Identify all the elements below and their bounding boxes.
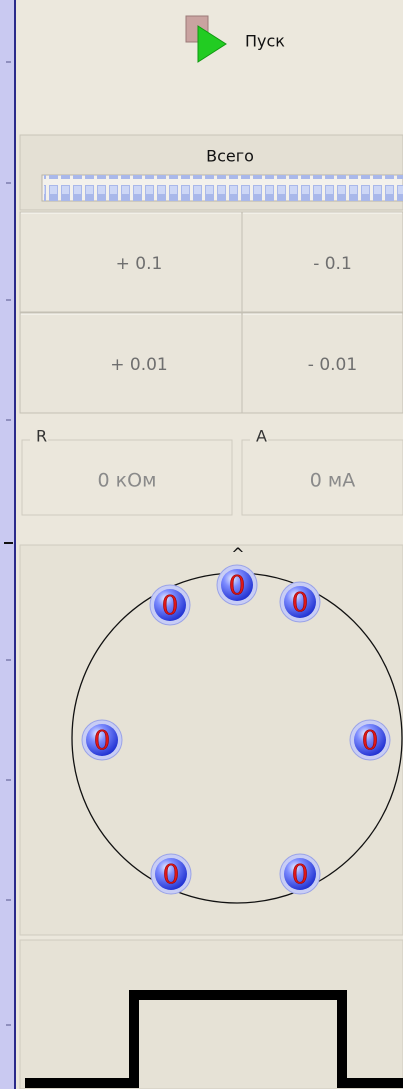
electrode-ball[interactable]: [221, 569, 253, 601]
electrode[interactable]: 0: [150, 853, 192, 895]
start-label[interactable]: Пуск: [245, 32, 285, 51]
electrode-panel: [19, 544, 403, 936]
button-face[interactable]: [19, 312, 243, 414]
button-face[interactable]: [19, 211, 243, 313]
electrode[interactable]: 0: [149, 584, 191, 626]
electrode-ball[interactable]: [154, 589, 186, 621]
electrode[interactable]: 0: [216, 564, 258, 606]
electrode-ball[interactable]: [284, 858, 316, 890]
step-button[interactable]: + 0.01: [19, 312, 243, 414]
progress-label: Всего: [206, 147, 254, 166]
group-label: R: [36, 427, 47, 446]
electrode-ball[interactable]: [284, 586, 316, 618]
readout-value: 0 кОм: [98, 470, 157, 492]
start-panel: [17, 0, 403, 130]
button-label[interactable]: - 0.01: [308, 355, 357, 375]
start-button[interactable]: Пуск: [185, 15, 285, 63]
ruler-ticks: [4, 61, 13, 1026]
group-box: [21, 439, 233, 516]
button-label[interactable]: - 0.1: [313, 254, 352, 274]
electrode-label[interactable]: 0: [291, 588, 309, 619]
step-button[interactable]: - 0.01: [241, 312, 403, 414]
electrode-label[interactable]: 0: [162, 860, 180, 891]
step-button[interactable]: + 0.1: [19, 211, 243, 313]
electrode[interactable]: 0: [349, 719, 391, 761]
waveform: [25, 990, 403, 1088]
electrode-label[interactable]: 0: [291, 860, 309, 891]
electrode-label[interactable]: 0: [93, 726, 111, 757]
readout-panel: [17, 414, 403, 524]
button-label[interactable]: + 0.01: [110, 355, 168, 375]
nose-marker: ^: [231, 545, 244, 564]
electrode-label[interactable]: 0: [161, 591, 179, 622]
electrode[interactable]: 0: [279, 581, 321, 623]
electrode-ball[interactable]: [354, 724, 386, 756]
electrode[interactable]: 0: [81, 719, 123, 761]
group-label: A: [256, 427, 267, 446]
group-label-bg: [250, 430, 268, 446]
electrode-label[interactable]: 0: [228, 571, 246, 602]
progress-fill: [44, 175, 403, 201]
readout-value: 0 мА: [310, 470, 355, 492]
button-face[interactable]: [241, 312, 403, 414]
button-face[interactable]: [241, 211, 403, 313]
group-box: [241, 439, 403, 516]
ruler: [0, 0, 15, 1089]
button-label[interactable]: + 0.1: [116, 254, 163, 274]
step-button[interactable]: - 0.1: [241, 211, 403, 313]
electrode-label[interactable]: 0: [361, 726, 379, 757]
group-label-bg: [30, 430, 48, 446]
electrode[interactable]: 0: [279, 853, 321, 895]
electrode-ball[interactable]: [155, 858, 187, 890]
electrode-ball[interactable]: [86, 724, 118, 756]
